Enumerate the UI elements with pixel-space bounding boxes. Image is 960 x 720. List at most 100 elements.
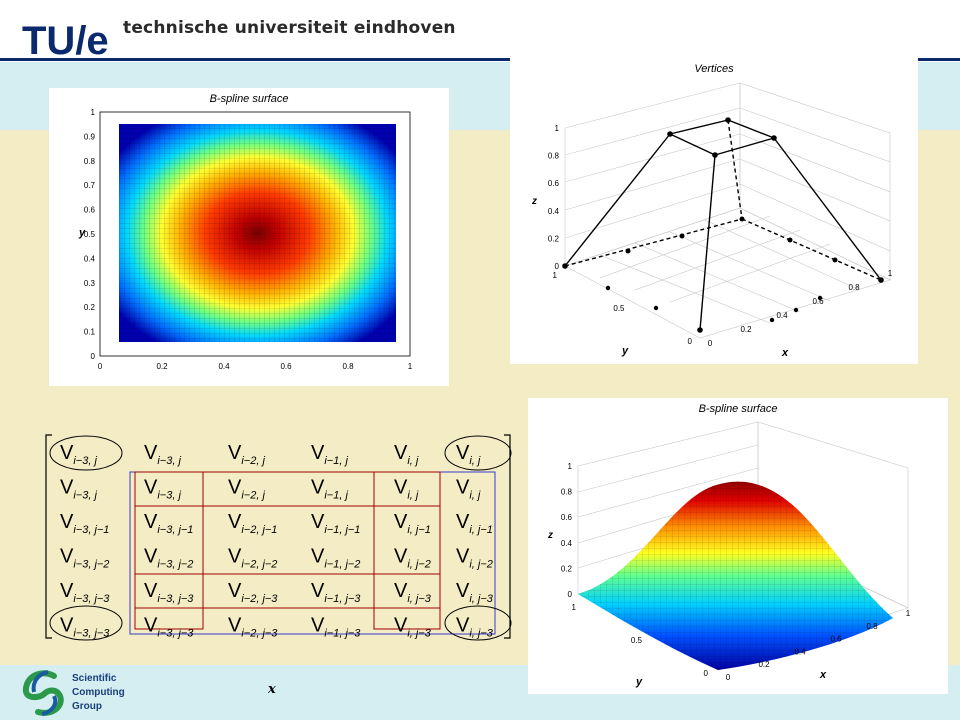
matrix-cell: Vi−3, j−2 [60, 546, 109, 571]
matrix-cell: Vi−1, j [311, 442, 348, 467]
heatmap-xtick: 0 [98, 362, 103, 371]
scg-line-1: Scientific [72, 673, 117, 684]
surface-ytick: 1 [572, 603, 577, 612]
matrix-cell-subscript: i−3, j−2 [157, 559, 193, 571]
matrix-cell-symbol: V [394, 477, 408, 499]
matrix-cell-subscript: i−3, j−3 [157, 593, 194, 605]
surface-zlabel: z [547, 530, 553, 541]
heatmap-title: B-spline surface [210, 93, 289, 105]
matrix-cell: Vi, j−2 [456, 546, 493, 571]
matrix-cell-subscript: i−3, j−3 [73, 628, 110, 640]
matrix-cell: Vi, j−3 [394, 580, 432, 605]
heatmap-mesh [119, 124, 396, 342]
matrix-cell: Vi, j [394, 442, 419, 467]
vertices-xtick: 0 [708, 339, 713, 348]
matrix-cell-subscript: i−1, j−3 [324, 628, 361, 640]
scg-line-2: Computing [72, 687, 125, 698]
matrix-cell-symbol: V [228, 546, 242, 568]
matrix-cell-subscript: i−2, j−2 [241, 559, 277, 571]
matrix-cell-subscript: i−1, j−1 [324, 524, 360, 536]
matrix-cell: Vi−1, j−3 [311, 615, 361, 640]
matrix-cell-symbol: V [144, 511, 158, 533]
matrix-cell-symbol: V [394, 511, 408, 533]
vertices-xtick: 0.8 [848, 283, 860, 292]
vertices-xtick: 0.4 [776, 311, 788, 320]
vertices-xtick: 0.2 [740, 325, 752, 334]
matrix-cell-symbol: V [394, 615, 408, 637]
vertices-xtick: 1 [888, 269, 893, 278]
matrix-cell-symbol: V [456, 477, 470, 499]
matrix-cell-symbol: V [456, 511, 470, 533]
matrix-cell: Vi−3, j−3 [60, 580, 110, 605]
matrix-cell-subscript: i−3, j [73, 455, 97, 467]
surface-gridlines [578, 481, 893, 670]
matrix-cell-subscript: i−3, j−3 [157, 628, 194, 640]
heatmap-ytick: 0.5 [84, 230, 96, 239]
matrix-cell: Vi−1, j−2 [311, 546, 360, 571]
matrix-cell-symbol: V [311, 442, 325, 464]
heatmap-ytick: 0 [91, 352, 96, 361]
control-point-matrix: Vi−3, j Vi−3, j Vi−2, j Vi−1, j Vi, j Vi, jVi… [45, 434, 512, 641]
vertices-ytick: 0.5 [613, 304, 625, 313]
matrix-cell-subscript: i, j−3 [469, 628, 493, 640]
matrix-cell-symbol: V [311, 580, 325, 602]
scg-line-3: Group [72, 701, 102, 712]
surface-ztick: 0 [568, 590, 573, 599]
vertices-ytick: 1 [553, 271, 558, 280]
matrix-cell: Vi−1, j [311, 477, 348, 502]
matrix-cell-symbol: V [144, 546, 158, 568]
matrix-cell-symbol: V [456, 615, 470, 637]
matrix-cell: Vi−2, j [228, 442, 265, 467]
matrix-cell-subscript: i−2, j−3 [241, 628, 278, 640]
heatmap-ytick: 0.7 [84, 181, 96, 190]
surface-ztick: 0.6 [561, 513, 573, 522]
scg-label: Scientific Computing Group [72, 672, 125, 714]
vertices-ztick: 0.2 [548, 234, 560, 243]
matrix-cell-subscript: i−2, j [241, 455, 265, 467]
matrix-cell: Vi, j−2 [394, 546, 431, 571]
matrix-cell: Vi, j−3 [456, 580, 494, 605]
matrix-cell: Vi, j−3 [456, 615, 494, 640]
matrix-cell-subscript: i−2, j [241, 490, 265, 502]
matrix-cell: Vi−2, j−2 [228, 546, 277, 571]
matrix-cell: Vi−3, j−1 [60, 511, 109, 536]
vertices-ztick: 1 [555, 124, 560, 133]
surface-panel: B-spline surface 0 0.2 0.4 0.6 0.8 1 0 0.2 0.4 0… [528, 398, 948, 694]
vertices-figure: Vertices [531, 63, 893, 359]
matrix-cell-subscript: i, j [407, 490, 419, 502]
matrix-cell-subscript: i, j [469, 490, 481, 502]
tue-logo-text: TU/e [22, 19, 109, 58]
vertices-ztick: 0.4 [548, 207, 560, 216]
matrix-cell-subscript: i, j−3 [407, 628, 431, 640]
matrix-cell-subscript: i−3, j [73, 490, 97, 502]
heatmap-ytick: 0.1 [84, 328, 96, 337]
matrix-cell: Vi−2, j−3 [228, 615, 278, 640]
heatmap-xtick: 0.4 [218, 362, 230, 371]
matrix-cell-symbol: V [311, 477, 325, 499]
bottom-axis-label: x [268, 682, 276, 697]
corner-ellipse-tl [49, 435, 123, 471]
matrix-cell: Vi, j−1 [456, 511, 493, 536]
matrix-cell-subscript: i−1, j−2 [324, 559, 360, 571]
matrix-cell-symbol: V [394, 442, 408, 464]
matrix-cell-subscript: i, j−1 [407, 524, 431, 536]
matrix-cell: Vi, j [394, 477, 419, 502]
vertices-ztick: 0.8 [548, 152, 560, 161]
matrix-cell: Vi−1, j−3 [311, 580, 361, 605]
heatmap-ylabel: y [78, 227, 86, 239]
matrix-cell-subscript: i−1, j [324, 455, 348, 467]
corner-ellipse-bl [49, 605, 123, 641]
corner-ellipse-tr [444, 435, 512, 471]
heatmap-ytick: 0.6 [84, 206, 96, 215]
matrix-cell-symbol: V [144, 580, 158, 602]
surface-ylabel: y [635, 676, 643, 688]
heatmap-ytick: 0.8 [84, 157, 96, 166]
matrix-cell-subscript: i, j−1 [469, 524, 493, 536]
heatmap-xtick: 0.8 [342, 362, 354, 371]
matrix-cell-symbol: V [228, 442, 242, 464]
matrix-cell-subscript: i−1, j−3 [324, 593, 361, 605]
surface-xtick: 0.8 [866, 622, 878, 631]
row-box-top [134, 471, 441, 507]
surface-xtick: 1 [906, 609, 911, 618]
matrix-cell: Vi−2, j−1 [228, 511, 277, 536]
